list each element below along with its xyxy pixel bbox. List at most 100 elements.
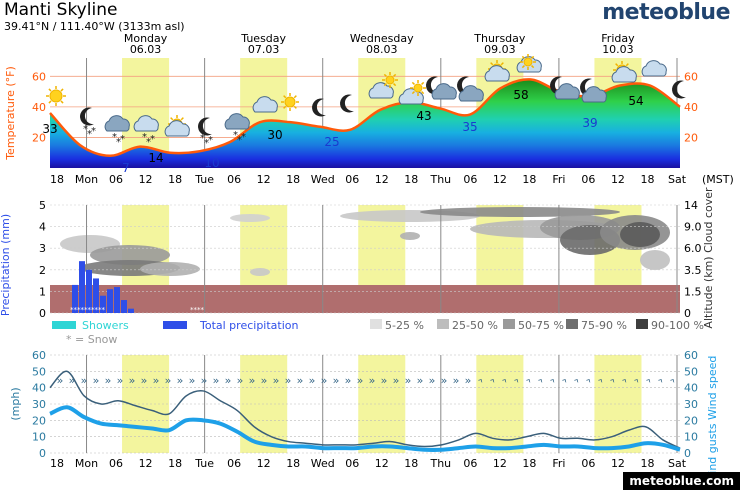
time-tick: 06 xyxy=(227,457,241,470)
time-tick: 06 xyxy=(463,457,477,470)
wind-direction-arrow: › xyxy=(642,375,655,385)
precipitation-bar xyxy=(93,278,99,313)
svg-text:*: * xyxy=(150,134,155,145)
time-tick: 18 xyxy=(404,457,418,470)
svg-text:*: * xyxy=(146,137,151,148)
wind-direction-arrow: » xyxy=(405,374,412,387)
precip-tick-left: 3 xyxy=(39,242,46,255)
day-name: Tuesday xyxy=(240,32,286,45)
time-tick: 12 xyxy=(257,173,271,186)
wind-direction-arrow: › xyxy=(582,375,595,385)
snow-icon: * ** xyxy=(142,132,155,148)
meteoblue-logo[interactable]: meteoblue xyxy=(602,0,730,25)
wind-direction-arrow: » xyxy=(309,374,316,387)
wind-direction-arrow: » xyxy=(285,374,292,387)
cloud-cover-legend-label: 75-90 % xyxy=(581,319,627,332)
wind-direction-arrow: › xyxy=(510,375,523,385)
wind-direction-arrow: › xyxy=(522,375,535,385)
showers-swatch xyxy=(52,321,76,329)
moon-icon xyxy=(550,76,564,95)
time-tick: 18 xyxy=(522,173,536,186)
precip-tick-left: 5 xyxy=(39,199,46,212)
cloud-altitude-tick: 1.5 xyxy=(684,285,702,298)
wind-direction-arrow: » xyxy=(261,374,268,387)
snow-icon: * ** xyxy=(233,130,246,146)
wind-direction-arrow: › xyxy=(570,375,583,385)
snow-icon: * ** xyxy=(83,124,96,140)
sun-icon xyxy=(520,54,536,70)
wind-direction-arrow: › xyxy=(498,375,511,385)
cloud-altitude-tick: 6.0 xyxy=(684,242,702,255)
wind-direction-arrow: » xyxy=(225,374,232,387)
cloud-cover-swatch xyxy=(503,319,515,329)
precipitation-bar xyxy=(86,269,92,313)
wind-tick-left: 20 xyxy=(32,414,46,427)
svg-text:*: * xyxy=(208,135,213,146)
wind-direction-arrow: » xyxy=(213,374,220,387)
time-tick: 06 xyxy=(345,457,359,470)
wind-direction-arrow: » xyxy=(321,374,328,387)
time-tick: 12 xyxy=(611,173,625,186)
time-tick: 18 xyxy=(168,173,182,186)
wind-tick-right: 60 xyxy=(684,349,698,362)
wind-tick-left: 0 xyxy=(39,447,46,460)
temperature-axis-label: Temperature (°F) xyxy=(4,66,17,161)
wind-direction-arrow: » xyxy=(165,374,172,387)
cloud-icon xyxy=(484,65,510,82)
wind-direction-arrow: » xyxy=(465,374,472,387)
moon-icon xyxy=(457,76,471,95)
time-tick: 12 xyxy=(375,173,389,186)
day-name: Thursday xyxy=(473,32,526,45)
showers-legend-label: Showers xyxy=(82,319,129,332)
time-tick: 06 xyxy=(463,173,477,186)
moon-icon xyxy=(80,107,94,126)
temp-tick-left: 40 xyxy=(32,101,46,114)
sun-icon xyxy=(410,80,426,96)
wind-direction-arrow: » xyxy=(369,374,376,387)
wind-direction-arrow: » xyxy=(441,374,448,387)
wind-direction-arrow: › xyxy=(594,375,607,385)
svg-text:*: * xyxy=(116,137,121,148)
cloud-cover-area xyxy=(420,207,620,217)
wind-tick-left: 10 xyxy=(32,431,46,444)
precip-tick-left: 1 xyxy=(39,285,46,298)
wind-direction-arrow: » xyxy=(249,374,256,387)
time-tick: Sat xyxy=(668,173,687,186)
footer-logo[interactable]: meteoblue.com xyxy=(623,472,740,490)
cloud-cover-swatch xyxy=(437,319,449,329)
cloud-cover-swatch xyxy=(566,319,578,329)
time-tick: 06 xyxy=(345,173,359,186)
time-tick: 18 xyxy=(640,173,654,186)
time-tick: Thu xyxy=(429,173,451,186)
precipitation-bar xyxy=(128,308,134,313)
snow-marks: ********** xyxy=(70,306,106,314)
location-title: Manti Skyline xyxy=(4,0,118,20)
time-tick: 18 xyxy=(286,173,300,186)
wind-direction-arrow: » xyxy=(345,374,352,387)
cloud-altitude-tick: 9.0 xyxy=(684,221,702,234)
cloud-cover-area xyxy=(250,268,270,276)
time-tick: 18 xyxy=(50,457,64,470)
wind-direction-arrow: » xyxy=(153,374,160,387)
day-date: 08.03 xyxy=(366,43,398,56)
wind-tick-left: 50 xyxy=(32,365,46,378)
svg-text:*: * xyxy=(241,132,246,143)
wind-direction-arrow: › xyxy=(486,375,499,385)
legend: Showers Total precipitation * = Snow 5-25 %… xyxy=(52,319,704,346)
time-tick: 18 xyxy=(404,173,418,186)
temp-value-label: 30 xyxy=(267,128,282,142)
cloud-icon xyxy=(554,83,580,100)
wind-direction-arrow: » xyxy=(105,374,112,387)
svg-text:*: * xyxy=(120,134,125,145)
wind-direction-arrow: » xyxy=(177,374,184,387)
snow-legend-label: * = Snow xyxy=(66,333,117,346)
wind-direction-arrow: » xyxy=(141,374,148,387)
wind-gust-line xyxy=(49,370,681,449)
cloud-icon xyxy=(581,86,607,103)
precip-tick-left: 4 xyxy=(39,221,46,234)
moon-icon xyxy=(672,80,686,99)
temp-value-label: 58 xyxy=(513,88,528,102)
precipitation-bar xyxy=(114,287,120,313)
